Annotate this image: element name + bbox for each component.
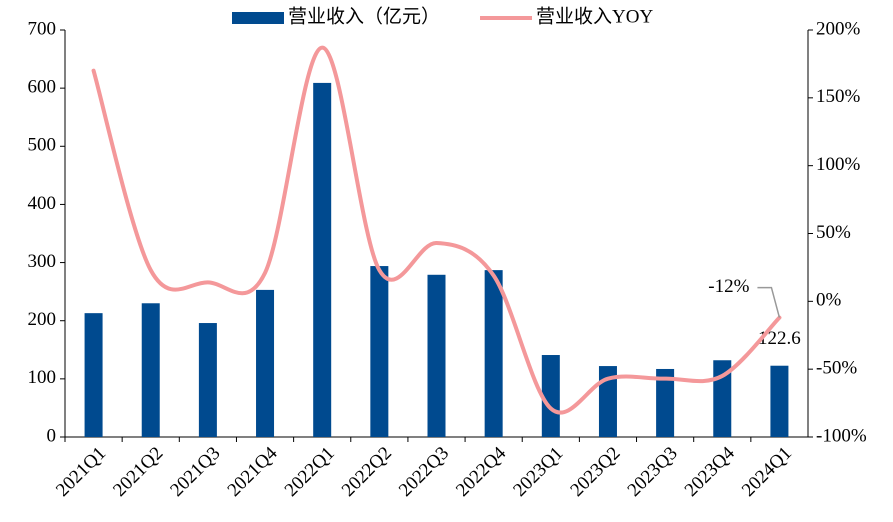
y-tick-label: 200 [28,309,57,330]
x-tick-label: 2023Q3 [624,443,682,501]
x-tick-label: 2022Q1 [281,443,339,501]
bar [656,368,675,437]
line [91,45,782,415]
bar [313,82,332,437]
bar [141,303,160,437]
bar [370,266,389,437]
y-tick-label: 100 [28,367,57,388]
x-tick-label: 2021Q4 [224,442,282,500]
bar [256,289,275,437]
bar [541,355,560,437]
x-tick-label: 2022Q4 [452,442,510,500]
y2-tick-label: 0% [816,290,842,311]
legend-swatch [232,12,284,24]
y2-tick-label: 200% [816,18,861,39]
y2-tick-label: 50% [816,222,851,243]
x-tick-label: 2022Q3 [395,443,453,501]
y2-tick-label: 150% [816,86,861,107]
y-tick-label: 500 [28,135,57,156]
x-tick-label: 2023Q1 [509,443,567,501]
x-tick-label: 2022Q2 [338,443,396,501]
legend-label: 营业收入YOY [536,5,653,27]
y2-tick-label: 100% [816,154,861,175]
x-tick-label: 2023Q2 [566,443,624,501]
bar [770,365,789,437]
x-tick-label: 2024Q1 [738,443,796,501]
y-tick-label: 600 [28,77,57,98]
y2-tick-label: -100% [816,425,867,446]
y-tick-label: 700 [28,18,57,39]
y-tick-label: 300 [28,251,57,272]
y-tick-label: 0 [47,425,57,446]
y2-tick-label: -50% [816,358,857,379]
bar [427,274,446,437]
x-tick-label: 2023Q4 [681,442,739,500]
bar [484,270,503,437]
bar [84,313,103,437]
x-tick-label: 2021Q2 [109,443,167,501]
legend-label: 营业收入（亿元） [288,5,440,27]
x-tick-label: 2021Q1 [52,443,110,501]
bar-value-label: 122.6 [758,328,801,349]
annotation-leader [757,286,781,318]
x-tick-label: 2021Q3 [166,443,224,501]
bar [198,323,217,437]
line-value-label: -12% [708,276,749,297]
y-tick-label: 400 [28,193,57,214]
bar [598,366,617,437]
